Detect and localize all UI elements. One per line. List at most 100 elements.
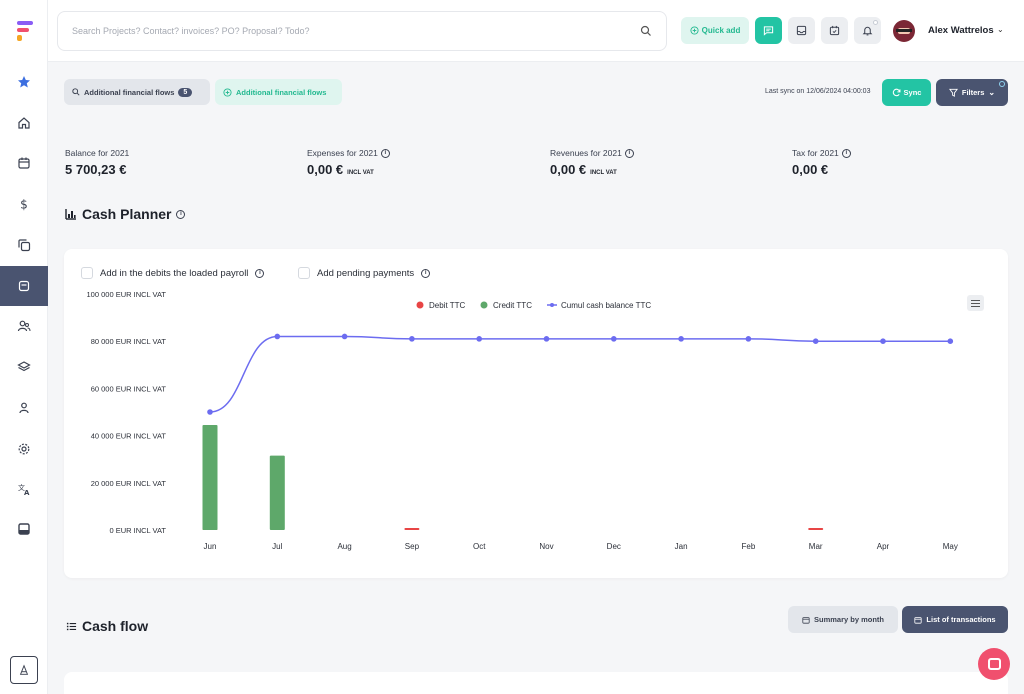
account-switch-button[interactable] bbox=[10, 656, 38, 684]
bar-chart-icon bbox=[65, 209, 76, 220]
search-icon[interactable] bbox=[640, 25, 652, 37]
add-additional-flow-label: Additional financial flows bbox=[236, 87, 327, 97]
home-icon bbox=[18, 117, 30, 129]
messages-button[interactable] bbox=[755, 17, 782, 44]
notifications-button[interactable] bbox=[854, 17, 881, 44]
sidebar-item-inbox[interactable] bbox=[0, 509, 48, 549]
info-icon[interactable]: i bbox=[380, 148, 390, 158]
inbox-icon bbox=[796, 25, 807, 36]
sidebar-item-cash[interactable] bbox=[0, 266, 48, 306]
cash-flow-title: Cash flow bbox=[66, 618, 148, 634]
chevron-down-icon: ⌄ bbox=[988, 88, 996, 97]
chat-icon bbox=[763, 26, 774, 36]
payroll-checkbox-label: Add in the debits the loaded payroll bbox=[100, 267, 249, 279]
chevron-down-icon[interactable]: ⌄ bbox=[997, 25, 1004, 34]
stat-revenues-label: Revenues for 2021 bbox=[550, 148, 622, 158]
quick-add-label: Quick add bbox=[701, 26, 741, 35]
info-icon[interactable]: i bbox=[255, 268, 265, 278]
calendar-icon bbox=[914, 616, 923, 624]
calendar-button[interactable] bbox=[821, 17, 848, 44]
stat-revenues-unit: INCL VAT bbox=[590, 170, 617, 176]
filter-icon bbox=[948, 88, 958, 97]
cash-flow-card bbox=[64, 672, 1008, 694]
search-icon bbox=[72, 88, 80, 96]
user-icon bbox=[19, 402, 29, 414]
svg-text:$: $ bbox=[20, 198, 28, 212]
chart-menu-button[interactable] bbox=[967, 295, 984, 311]
stat-tax-label: Tax for 2021 bbox=[792, 148, 839, 158]
info-icon[interactable]: i bbox=[176, 209, 186, 219]
gear-icon bbox=[18, 443, 30, 455]
sidebar-item-layers[interactable] bbox=[0, 347, 48, 387]
refresh-icon bbox=[892, 88, 900, 97]
list-icon bbox=[66, 622, 77, 630]
cash-planner-card bbox=[64, 249, 1008, 578]
info-icon[interactable]: i bbox=[421, 268, 431, 278]
additional-flows-filter-chip[interactable]: Additional financial flows 5 bbox=[64, 79, 210, 105]
additional-flows-filter-label: Additional financial flows bbox=[84, 87, 175, 97]
inbox-icon bbox=[18, 523, 30, 535]
summary-by-month-button[interactable]: Summary by month bbox=[788, 606, 898, 633]
search-input[interactable] bbox=[72, 26, 632, 36]
stat-expenses: Expenses for 2021 i 0,00 € INCL VAT bbox=[307, 148, 390, 177]
wallet-icon bbox=[18, 280, 30, 292]
bell-icon bbox=[862, 26, 873, 36]
calendar-check-icon bbox=[829, 25, 840, 36]
svg-text:文: 文 bbox=[18, 483, 25, 492]
filters-button[interactable]: Filters ⌄ bbox=[936, 79, 1008, 106]
star-icon bbox=[18, 76, 30, 88]
pending-payments-checkbox-row[interactable]: Add pending payments i bbox=[298, 267, 431, 279]
inbox-button[interactable] bbox=[788, 17, 815, 44]
search-box[interactable] bbox=[57, 11, 667, 51]
stat-expenses-label: Expenses for 2021 bbox=[307, 148, 378, 158]
payroll-checkbox[interactable] bbox=[81, 267, 93, 279]
chat-icon bbox=[987, 658, 1001, 670]
stat-balance-value: 5 700,23 € bbox=[65, 162, 127, 177]
user-name[interactable]: Alex Wattrelos bbox=[928, 25, 994, 36]
sync-label: Sync bbox=[903, 88, 922, 97]
cash-planner-title-text: Cash Planner bbox=[82, 206, 172, 222]
sidebar-item-favorites[interactable] bbox=[0, 62, 48, 102]
pending-payments-checkbox[interactable] bbox=[298, 267, 310, 279]
cash-planner-title: Cash Planner i bbox=[65, 206, 186, 222]
sidebar-item-profile[interactable] bbox=[0, 388, 48, 428]
filters-label: Filters bbox=[961, 88, 985, 97]
last-sync-text: Last sync on 12/06/2024 04:00:03 bbox=[765, 88, 871, 95]
stat-expenses-value: 0,00 € bbox=[307, 162, 344, 177]
info-icon[interactable]: i bbox=[841, 148, 851, 158]
avatar[interactable] bbox=[893, 20, 915, 42]
notification-dot bbox=[873, 20, 878, 25]
stat-expenses-unit: INCL VAT bbox=[347, 170, 374, 176]
sidebar-item-contacts[interactable] bbox=[0, 306, 48, 346]
list-of-transactions-button[interactable]: List of transactions bbox=[902, 606, 1008, 633]
sidebar-item-documents[interactable] bbox=[0, 225, 48, 265]
sidebar-item-calendar[interactable] bbox=[0, 143, 48, 183]
stat-tax-value: 0,00 € bbox=[792, 162, 829, 177]
layers-icon bbox=[17, 361, 31, 372]
stat-balance: Balance for 2021 5 700,23 € bbox=[65, 148, 129, 177]
sidebar-item-settings[interactable] bbox=[0, 429, 48, 469]
plus-circle-icon bbox=[223, 87, 232, 97]
info-icon[interactable]: i bbox=[624, 148, 634, 158]
calendar-icon bbox=[18, 157, 30, 169]
summary-by-month-label: Summary by month bbox=[813, 615, 884, 624]
add-additional-flow-button[interactable]: Additional financial flows bbox=[215, 79, 342, 105]
users-icon bbox=[17, 320, 31, 332]
svg-text:A: A bbox=[24, 489, 30, 496]
list-of-transactions-label: List of transactions bbox=[926, 615, 996, 624]
calendar-icon bbox=[802, 616, 810, 624]
quick-add-button[interactable]: Quick add bbox=[681, 17, 749, 44]
sync-button[interactable]: Sync bbox=[882, 79, 931, 106]
chat-support-button[interactable] bbox=[978, 648, 1010, 680]
translate-icon: 文A bbox=[18, 483, 30, 496]
cash-flow-title-text: Cash flow bbox=[82, 618, 149, 634]
app-logo[interactable] bbox=[17, 21, 33, 41]
sidebar-item-finance[interactable]: $ bbox=[0, 184, 48, 224]
stat-tax: Tax for 2021 i 0,00 € bbox=[792, 148, 851, 177]
filters-active-dot bbox=[999, 81, 1005, 87]
payroll-checkbox-row[interactable]: Add in the debits the loaded payroll i bbox=[81, 267, 265, 279]
sidebar-item-home[interactable] bbox=[0, 103, 48, 143]
copy-icon bbox=[18, 239, 31, 252]
